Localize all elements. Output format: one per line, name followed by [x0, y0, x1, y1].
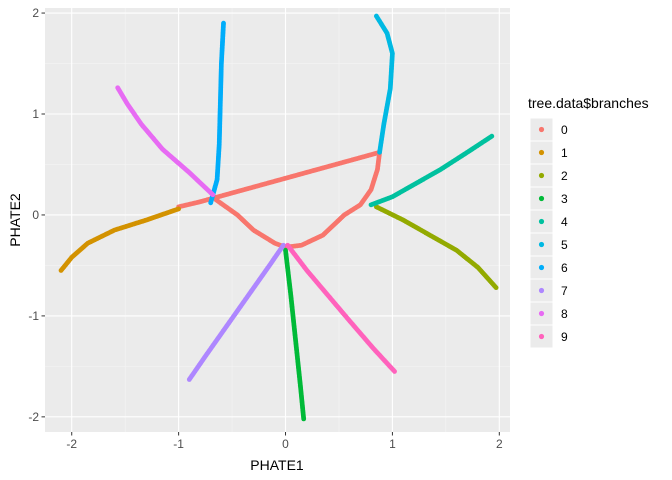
legend-item-7: 7: [529, 278, 568, 303]
x-tick-label: -1: [173, 437, 184, 451]
legend-key: [538, 241, 545, 248]
series-3: [283, 247, 307, 422]
y-tick-label: -1: [28, 309, 39, 323]
legend-key: [538, 126, 545, 133]
data-point: [58, 268, 64, 273]
series-5: [373, 13, 395, 155]
legend-item-1: 1: [529, 140, 568, 165]
series-2: [373, 204, 499, 291]
data-point: [221, 20, 226, 26]
grid-minor: [45, 8, 510, 432]
legend-item-8: 8: [529, 301, 568, 326]
legend-label: 1: [561, 146, 568, 160]
legend-key: [538, 218, 545, 225]
legend-item-6: 6: [529, 255, 568, 280]
legend-title: tree.data$branches: [528, 95, 649, 111]
legend-item-2: 2: [529, 163, 568, 188]
legend-label: 3: [561, 192, 568, 206]
data-point: [301, 416, 307, 422]
legend-key: [538, 333, 545, 340]
legend-key: [538, 149, 545, 156]
series-1: [58, 206, 182, 273]
data-point: [392, 369, 397, 374]
legend-item-9: 9: [529, 324, 568, 349]
legend-label: 7: [561, 284, 568, 298]
x-tick-label: 0: [282, 437, 289, 451]
x-axis-title: PHATE1: [250, 457, 304, 473]
legend-label: 0: [561, 123, 568, 137]
legend-label: 4: [561, 215, 568, 229]
x-tick-label: -2: [66, 437, 77, 451]
series-8: [115, 85, 216, 198]
legend-key: [538, 195, 545, 202]
x-axis-ticks: -2 -1 0 1 2: [66, 432, 503, 451]
series-9: [285, 242, 397, 374]
data-points: [58, 13, 499, 422]
data-point: [489, 133, 495, 139]
legend-item-5: 5: [529, 232, 568, 257]
series-6: [208, 20, 226, 206]
legend-label: 5: [561, 238, 568, 252]
y-tick-label: 2: [32, 6, 39, 20]
series-4: [368, 133, 495, 208]
legend-key: [538, 264, 545, 271]
x-tick-label: 1: [389, 437, 396, 451]
legend-item-0: 0: [529, 117, 568, 142]
series-0: [176, 149, 382, 250]
series-7: [186, 242, 286, 382]
legend-key: [538, 287, 545, 294]
data-point: [493, 285, 499, 291]
data-point: [186, 377, 192, 382]
panel-background: [45, 8, 510, 432]
y-axis-title: PHATE2: [7, 193, 23, 247]
data-point: [115, 85, 121, 91]
legend-items: 0 1 2 3 4 5 6 7 8 9: [529, 117, 568, 349]
legend-key: [538, 172, 545, 179]
legend-label: 8: [561, 307, 568, 321]
legend-item-4: 4: [529, 209, 568, 234]
legend-item-3: 3: [529, 186, 568, 211]
legend-key: [538, 310, 545, 317]
y-tick-label: 0: [32, 208, 39, 222]
y-axis-ticks: -2 -1 0 1 2: [28, 6, 45, 424]
y-tick-label: -2: [28, 410, 39, 424]
y-tick-label: 1: [32, 107, 39, 121]
legend: tree.data$branches 0 1 2 3 4 5 6 7 8 9: [528, 95, 649, 349]
legend-label: 6: [561, 261, 568, 275]
data-point: [373, 13, 379, 19]
legend-label: 9: [561, 330, 568, 344]
x-tick-label: 2: [496, 437, 503, 451]
legend-label: 2: [561, 169, 568, 183]
